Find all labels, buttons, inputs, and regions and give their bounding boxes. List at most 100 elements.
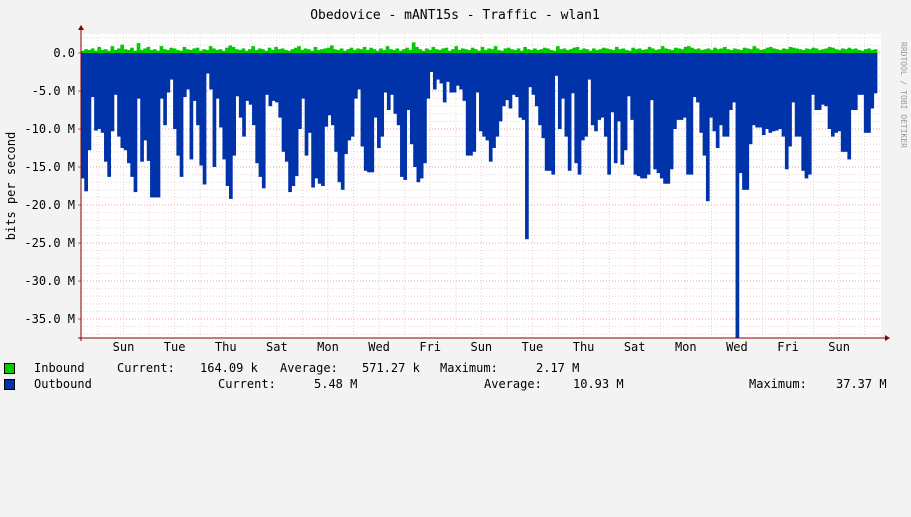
outbound-bar [400, 53, 404, 177]
inbound-bar [706, 48, 711, 53]
outbound-bar [340, 53, 345, 190]
inbound-bar [313, 46, 318, 53]
inbound-bar [801, 49, 806, 53]
inbound-bar [336, 49, 341, 53]
outbound-bar [525, 53, 529, 240]
inbound-current-label: Current: [117, 361, 175, 375]
inbound-bar [136, 43, 141, 53]
y-tick-label: -35.0 M [24, 312, 75, 326]
inbound-bar [362, 46, 367, 53]
outbound-current: 5.48 M [314, 377, 358, 391]
inbound-bar [457, 49, 462, 53]
outbound-bar [755, 53, 759, 128]
outbound-bar [439, 53, 444, 84]
inbound-bar [280, 48, 285, 53]
inbound-bar [310, 50, 314, 53]
inbound-bar [444, 47, 449, 53]
x-tick-label: Tue [522, 340, 544, 354]
inbound-bar [628, 50, 632, 53]
outbound-bar [367, 53, 371, 173]
y-axis-label: bits per second [4, 132, 18, 240]
inbound-bar [467, 49, 472, 53]
outbound-bar [196, 53, 200, 126]
outbound-bar [380, 53, 385, 137]
inbound-bar [765, 47, 770, 53]
inbound-bar [654, 49, 658, 53]
inbound-bar [274, 46, 278, 53]
inbound-bar [814, 48, 819, 53]
outbound-bar [485, 53, 490, 141]
inbound-bar [300, 49, 305, 53]
outbound-bar [222, 53, 227, 160]
outbound-bar [449, 53, 454, 93]
outbound-bar [603, 53, 608, 137]
outbound-bar [682, 53, 687, 118]
traffic-chart: 0.0 -5.0 M -10.0 M -15.0 M -20.0 M -25.0 M -30… [4, 8, 908, 354]
inbound-bar [660, 46, 665, 53]
inbound-bar [739, 49, 744, 53]
outbound-bar [748, 53, 753, 145]
inbound-bar [248, 49, 252, 53]
inbound-bar [533, 48, 537, 53]
outbound-bar [669, 53, 674, 170]
inbound-bar [867, 48, 871, 53]
outbound-bar [189, 53, 194, 160]
inbound-bar [238, 49, 242, 53]
outbound-bar [436, 53, 440, 80]
inbound-bar [411, 42, 416, 53]
inbound-bar [772, 48, 776, 53]
inbound-bar [221, 50, 226, 53]
outbound-bar [857, 53, 861, 95]
inbound-bar [683, 46, 688, 53]
inbound-bar [588, 50, 593, 53]
outbound-bar [492, 53, 496, 148]
inbound-bar [284, 49, 288, 53]
outbound-bar [738, 53, 743, 174]
inbound-bar [205, 49, 210, 53]
y-tick-label: -20.0 M [24, 198, 75, 212]
outbound-bar [301, 53, 306, 99]
inbound-swatch [4, 363, 15, 374]
outbound-bar [557, 53, 562, 129]
inbound-bar [293, 47, 298, 53]
inbound-bar [487, 48, 491, 53]
outbound-bar [446, 53, 450, 82]
outbound-bar [235, 53, 240, 97]
outbound-bar [821, 53, 825, 105]
outbound-bar [531, 53, 536, 95]
outbound-bar [561, 53, 565, 99]
outbound-bar [97, 53, 102, 129]
x-tick-label: Sat [266, 340, 288, 354]
outbound-bar [123, 53, 128, 151]
inbound-bar [670, 49, 675, 53]
outbound-bar [472, 53, 477, 152]
outbound-bar [745, 53, 750, 190]
outbound-bar [426, 53, 431, 99]
inbound-bar [690, 47, 694, 53]
inbound-bar [379, 48, 383, 53]
inbound-bar [641, 49, 645, 53]
inbound-bar [621, 48, 626, 53]
inbound-bar [175, 49, 180, 53]
outbound-bar [469, 53, 473, 156]
outbound-bar [528, 53, 533, 88]
inbound-bar [365, 49, 370, 53]
inbound-bar [516, 48, 521, 53]
outbound-bar [182, 53, 187, 98]
inbound-bar [120, 44, 124, 53]
outbound-bar [712, 53, 717, 132]
outbound-bar [860, 53, 865, 95]
outbound-bar [383, 53, 388, 93]
outbound-bar [87, 53, 92, 151]
inbound-bar [352, 49, 357, 53]
outbound-bar [650, 53, 654, 101]
inbound-bar [870, 49, 875, 53]
outbound-bar [715, 53, 720, 148]
outbound-bar [511, 53, 516, 95]
inbound-bar [130, 47, 134, 53]
inbound-bar [153, 49, 157, 53]
outbound-bar [321, 53, 325, 186]
outbound-bar [699, 53, 704, 133]
inbound-bar [84, 49, 88, 53]
outbound-bar [830, 53, 835, 137]
